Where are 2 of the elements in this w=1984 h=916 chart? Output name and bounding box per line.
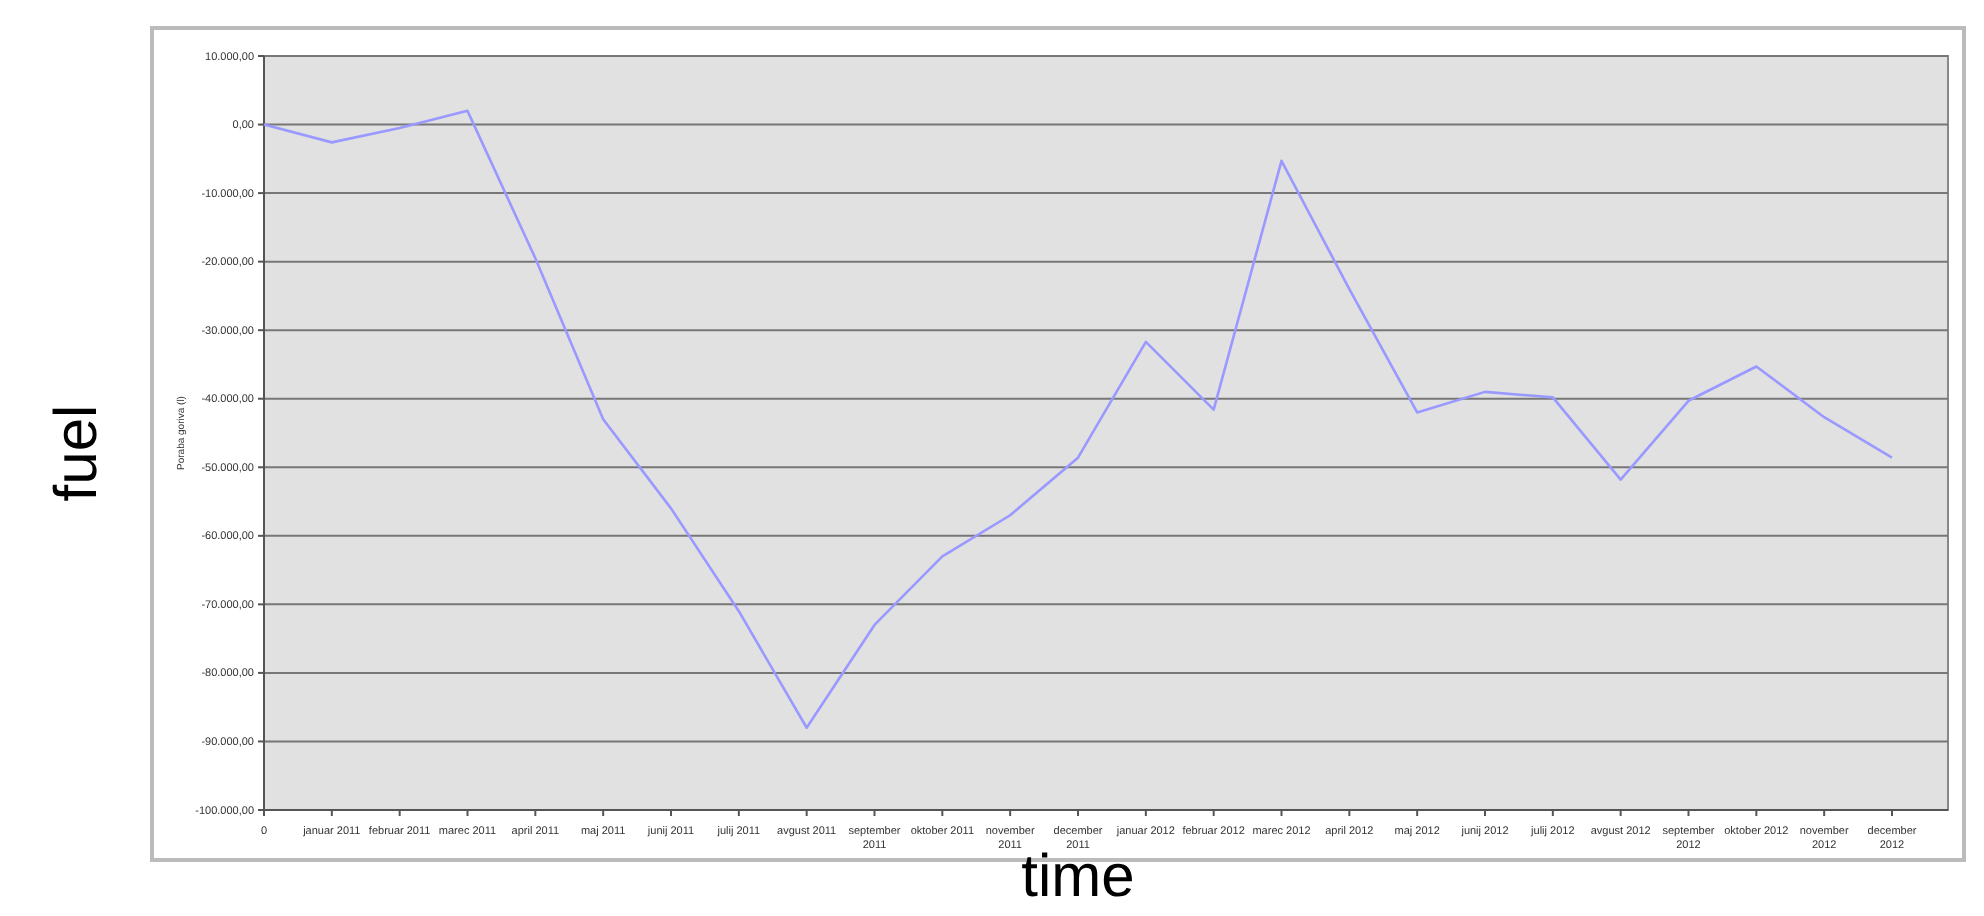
y-axis-title: fuel [44,404,110,502]
line-series [262,109,1894,730]
